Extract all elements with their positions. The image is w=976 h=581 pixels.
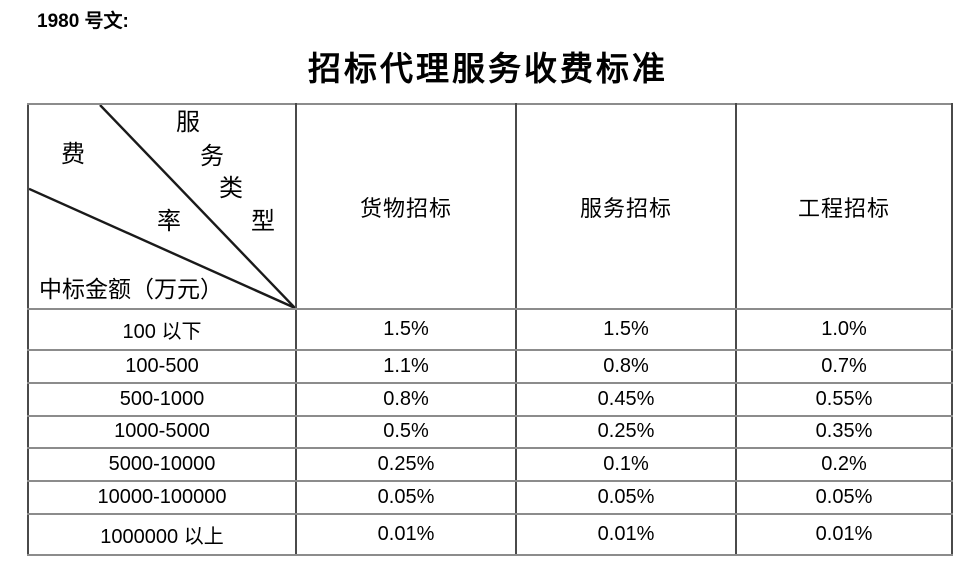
column-header-engineering-bidding: 工程招标 xyxy=(735,103,953,310)
amount-range-cell: 100 以下 xyxy=(27,308,297,351)
table-row: 500-1000 0.8% 0.45% 0.55% xyxy=(27,381,953,417)
table-row: 5000-10000 0.25% 0.1% 0.2% xyxy=(27,447,953,483)
corner-service-type-char: 类 xyxy=(219,176,243,202)
engineering-rate-cell: 0.35% xyxy=(735,414,953,450)
goods-rate-cell: 0.5% xyxy=(295,414,517,450)
doc-ref-label: 1980 号文: xyxy=(37,11,129,32)
corner-fee-rate-char: 费 xyxy=(61,142,85,168)
engineering-rate-cell: 0.2% xyxy=(735,447,953,483)
goods-rate-cell: 1.1% xyxy=(295,348,517,384)
fee-table-body: 服 务 类 型 费 率 中标金额（万元） 货物招标 服务招标 工程招标 100 … xyxy=(27,103,953,556)
fee-table: 服 务 类 型 费 率 中标金额（万元） 货物招标 服务招标 工程招标 100 … xyxy=(27,103,953,556)
diagonal-line-upper xyxy=(99,106,294,307)
corner-service-type-char: 型 xyxy=(251,209,275,235)
corner-fee-rate-char: 率 xyxy=(157,209,181,235)
column-header-services-bidding: 服务招标 xyxy=(515,103,737,310)
corner-service-type-char: 务 xyxy=(200,144,224,170)
engineering-rate-cell: 0.7% xyxy=(735,348,953,384)
amount-range-cell: 1000-5000 xyxy=(27,414,297,450)
page-title: 招标代理服务收费标准 xyxy=(308,52,668,88)
services-rate-cell: 0.1% xyxy=(515,447,737,483)
goods-rate-cell: 0.05% xyxy=(295,480,517,516)
services-rate-cell: 0.8% xyxy=(515,348,737,384)
amount-range-cell: 10000-100000 xyxy=(27,480,297,516)
table-row: 1000000 以上 0.01% 0.01% 0.01% xyxy=(27,513,953,556)
amount-range-cell: 500-1000 xyxy=(27,381,297,417)
goods-rate-cell: 0.8% xyxy=(295,381,517,417)
diagonal-header-cell: 服 务 类 型 费 率 中标金额（万元） xyxy=(27,103,297,310)
services-rate-cell: 0.25% xyxy=(515,414,737,450)
table-row: 10000-100000 0.05% 0.05% 0.05% xyxy=(27,480,953,516)
table-row: 100-500 1.1% 0.8% 0.7% xyxy=(27,348,953,384)
goods-rate-cell: 1.5% xyxy=(295,308,517,351)
amount-range-cell: 1000000 以上 xyxy=(27,513,297,556)
diagonal-line-lower xyxy=(30,187,294,307)
services-rate-cell: 0.01% xyxy=(515,513,737,556)
services-rate-cell: 0.05% xyxy=(515,480,737,516)
amount-range-cell: 100-500 xyxy=(27,348,297,384)
engineering-rate-cell: 0.55% xyxy=(735,381,953,417)
corner-amount-axis-label: 中标金额（万元） xyxy=(39,277,223,302)
goods-rate-cell: 0.01% xyxy=(295,513,517,556)
diagonal-split-lines xyxy=(30,106,294,307)
amount-range-cell: 5000-10000 xyxy=(27,447,297,483)
table-row: 100 以下 1.5% 1.5% 1.0% xyxy=(27,308,953,351)
engineering-rate-cell: 0.01% xyxy=(735,513,953,556)
column-header-goods-bidding: 货物招标 xyxy=(295,103,517,310)
engineering-rate-cell: 1.0% xyxy=(735,308,953,351)
services-rate-cell: 1.5% xyxy=(515,308,737,351)
engineering-rate-cell: 0.05% xyxy=(735,480,953,516)
table-header-row: 服 务 类 型 费 率 中标金额（万元） 货物招标 服务招标 工程招标 xyxy=(27,103,953,310)
services-rate-cell: 0.45% xyxy=(515,381,737,417)
table-row: 1000-5000 0.5% 0.25% 0.35% xyxy=(27,414,953,450)
goods-rate-cell: 0.25% xyxy=(295,447,517,483)
corner-service-type-char: 服 xyxy=(176,110,200,136)
